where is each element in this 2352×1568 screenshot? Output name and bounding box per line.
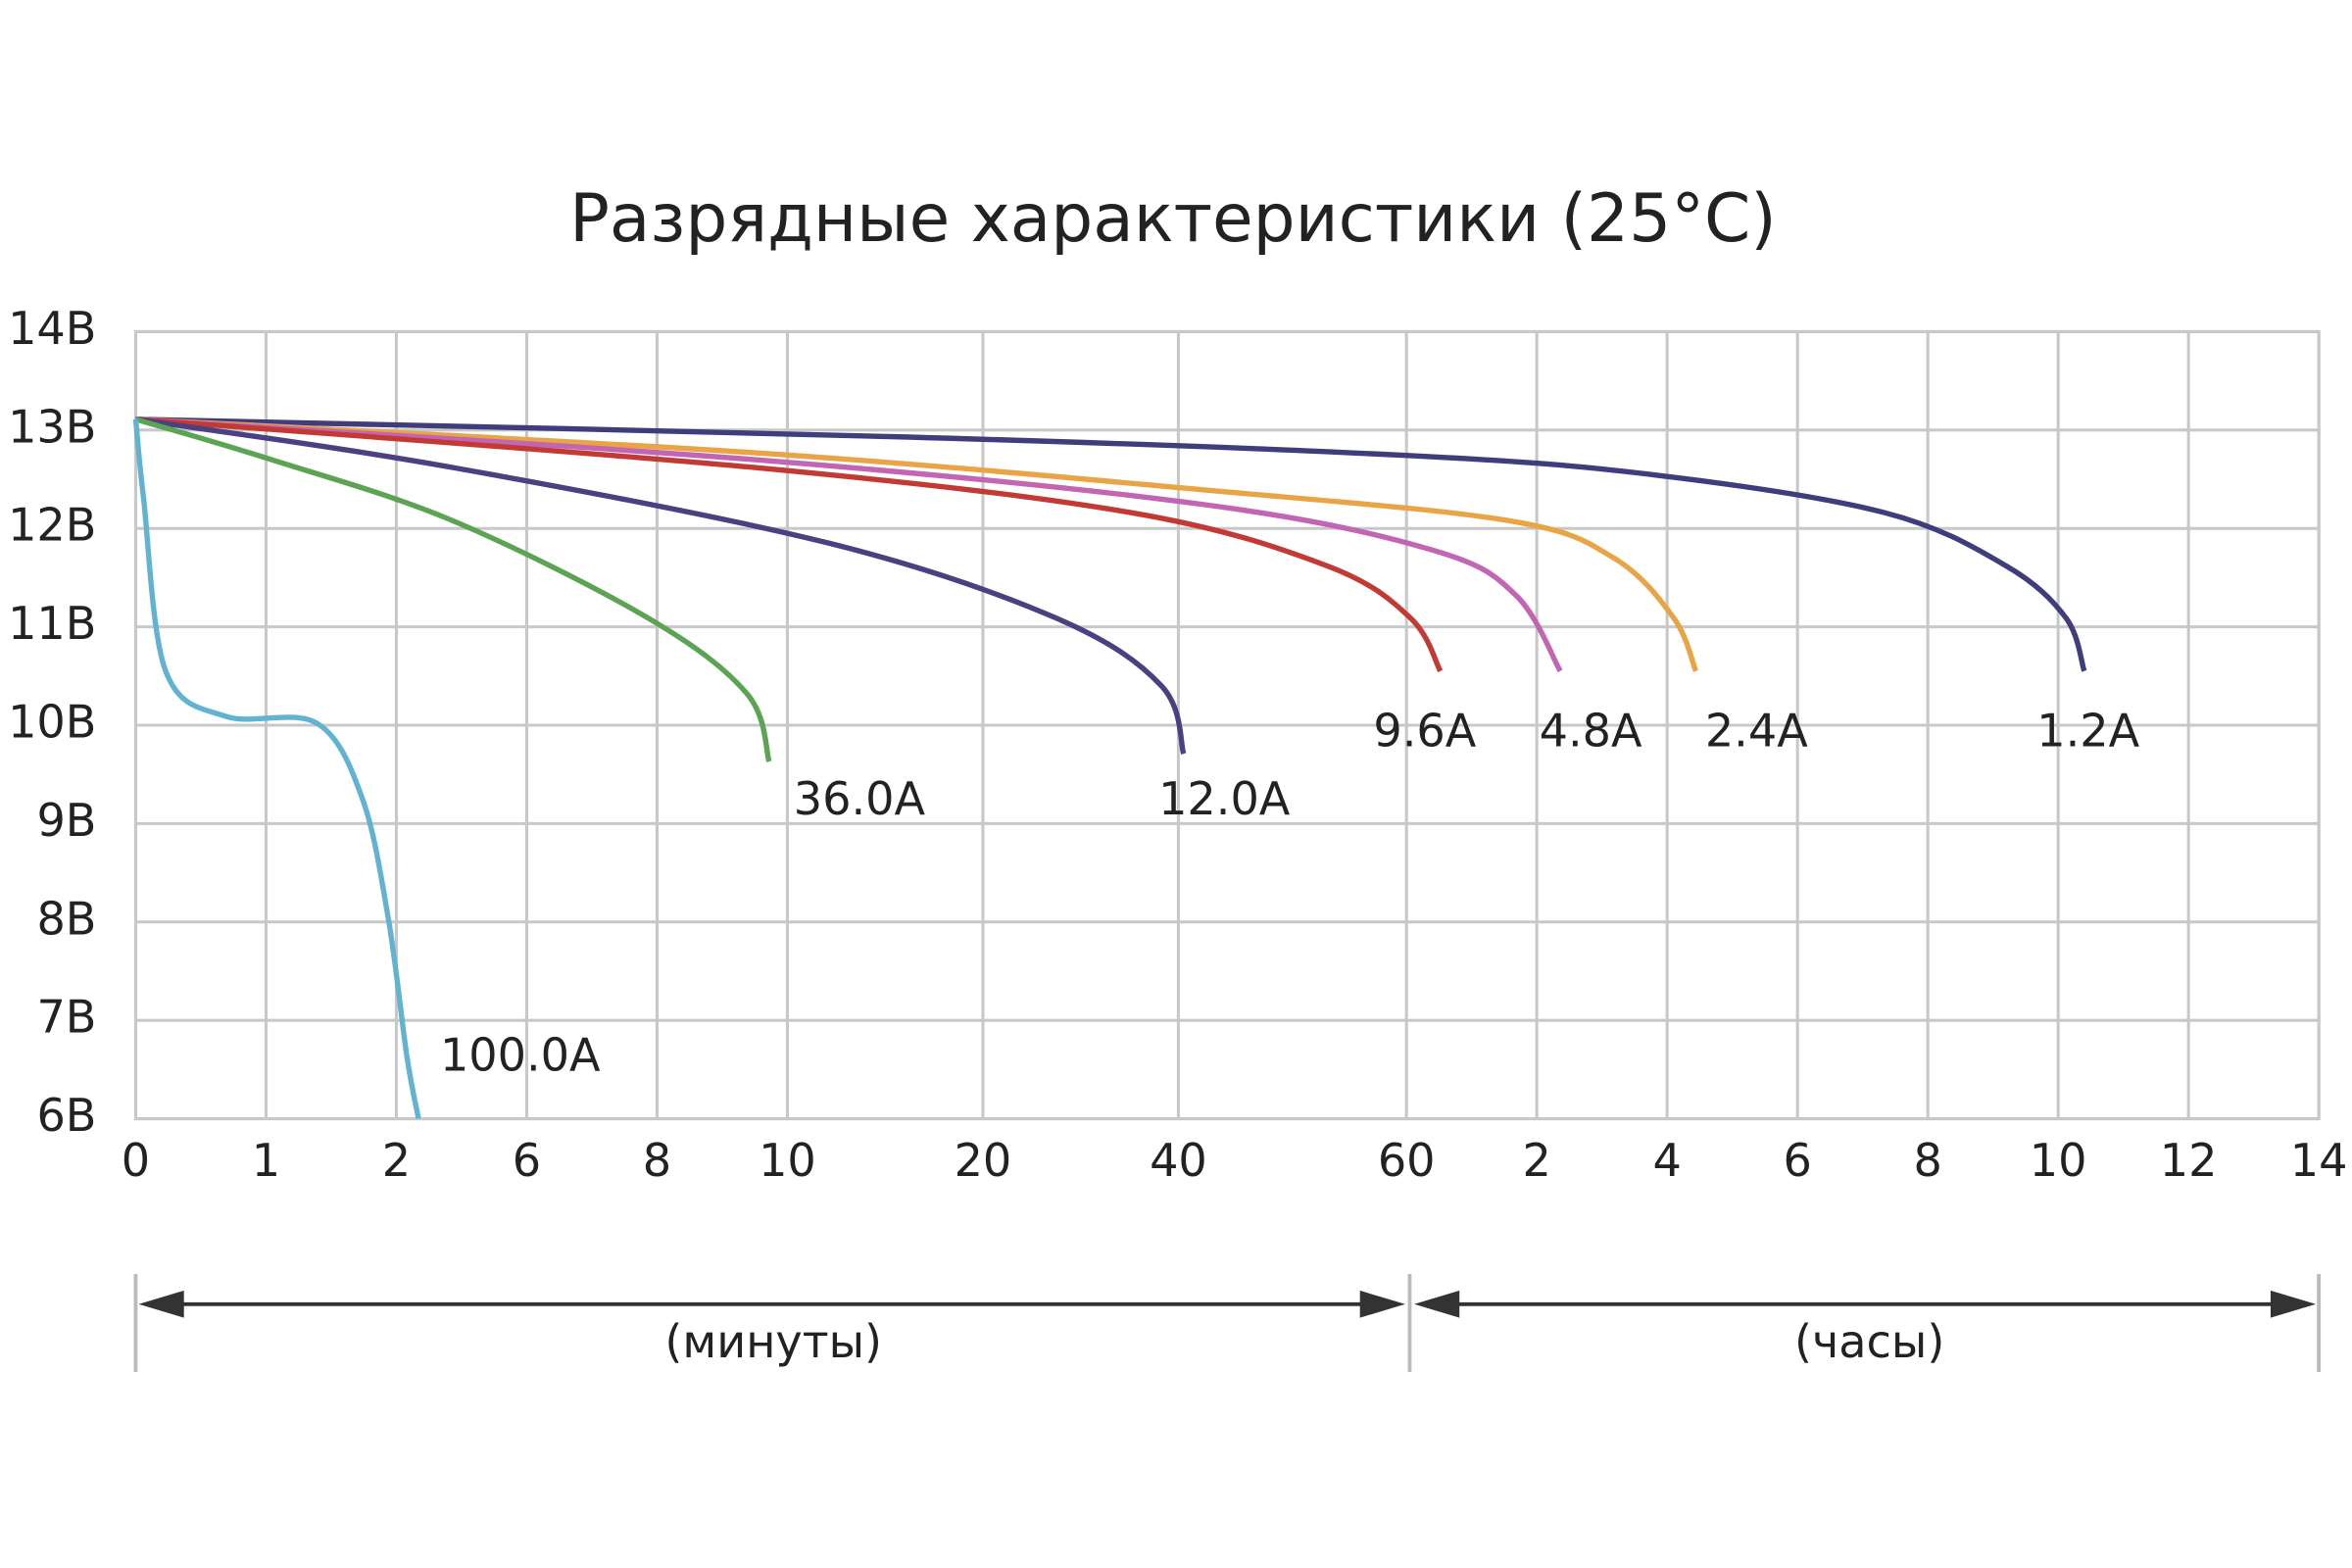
series-label: 4.8A [1540,705,1642,758]
x-tick-label: 60 [1378,1134,1436,1187]
x-tick-label: 20 [955,1134,1012,1187]
x-tick-label: 12 [2160,1134,2218,1187]
discharge-curve [135,416,1698,672]
y-tick-label: 7В [36,991,96,1044]
series-label: 9.6A [1373,705,1476,758]
x-tick-label: 6 [513,1134,541,1187]
minutes-label: (минуты) [664,1315,882,1368]
x-tick-label: 14 [2290,1134,2348,1187]
y-tick-label: 13В [8,400,96,453]
x-tick-label: 2 [382,1134,411,1187]
x-tick-label: 8 [643,1134,671,1187]
x-tick-label: 10 [759,1134,816,1187]
series-label: 12.0A [1158,772,1291,825]
y-tick-label: 9В [36,794,96,847]
discharge-curve [135,416,1187,755]
chart-title: Разрядные характеристики (25°C) [569,179,1777,257]
y-tick-label: 10В [8,696,96,749]
y-tick-label: 14В [8,302,96,355]
discharge-curve [135,416,2087,672]
y-tick-label: 6В [36,1089,96,1142]
discharge-curve [132,418,421,1120]
hours-label: (часы) [1794,1315,1944,1368]
y-tick-label: 12В [8,499,96,552]
x-tick-label: 8 [1913,1134,1941,1187]
discharge-curve [135,416,1563,673]
x-tick-label: 40 [1150,1134,1207,1187]
x-tick-label: 10 [2030,1134,2087,1187]
series-label: 1.2A [2036,705,2139,758]
y-tick-label: 11В [8,597,96,650]
range-arrows [133,1274,2322,1372]
x-tick-label: 0 [122,1134,150,1187]
x-tick-label: 4 [1652,1134,1681,1187]
discharge-curve [134,416,772,762]
series-label: 100.0A [440,1029,601,1082]
x-tick-label: 1 [252,1134,280,1187]
series-label: 2.4A [1705,705,1808,758]
series-label: 36.0A [794,772,926,825]
x-tick-label: 2 [1522,1134,1550,1187]
discharge-curve [135,416,1444,673]
x-tick-label: 6 [1783,1134,1811,1187]
y-tick-label: 8В [36,892,96,945]
